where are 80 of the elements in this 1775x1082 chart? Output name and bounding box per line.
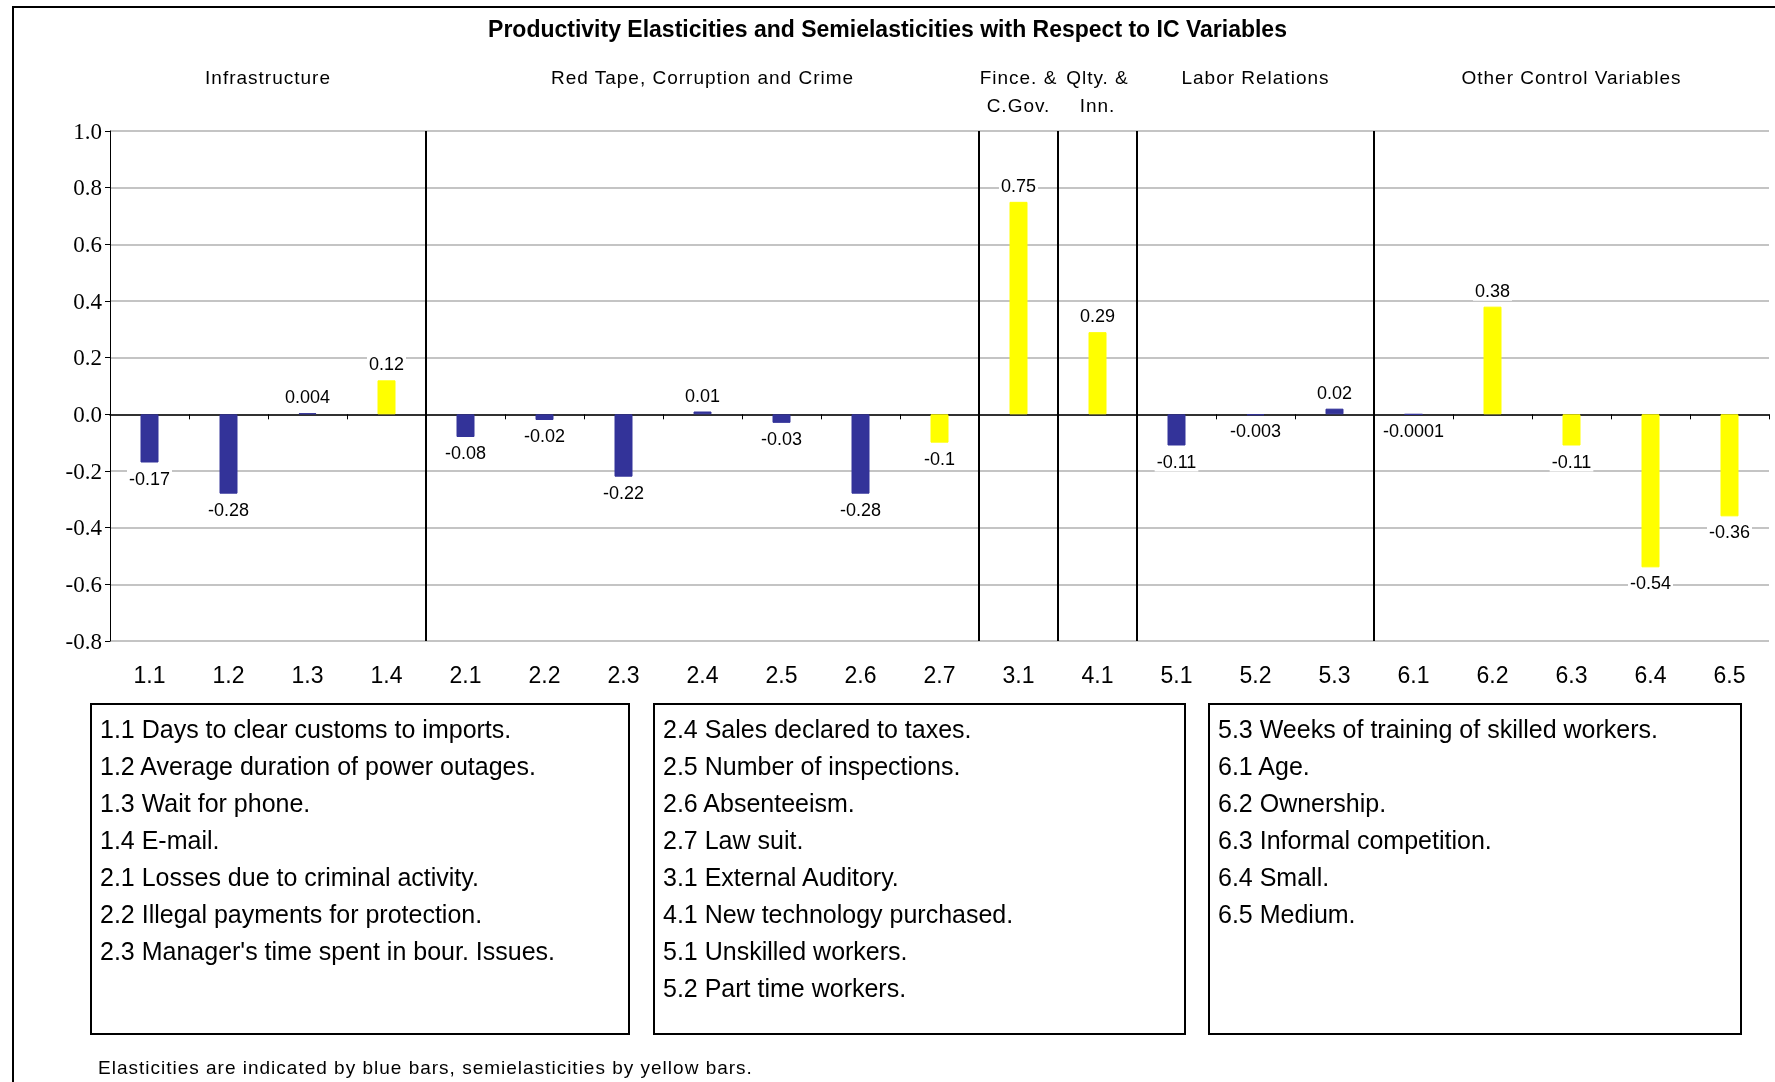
x-tick-label: 6.4 bbox=[1634, 661, 1667, 688]
bar bbox=[535, 414, 554, 420]
data-label: -0.11 bbox=[1156, 451, 1197, 472]
data-label: 0.01 bbox=[684, 385, 721, 406]
x-tick-label: 2.6 bbox=[844, 661, 877, 688]
bar bbox=[772, 414, 791, 423]
data-label: 0.02 bbox=[1316, 382, 1353, 403]
data-label: -0.11 bbox=[1551, 451, 1592, 472]
y-tick-label: -0.2 bbox=[65, 458, 102, 484]
data-label: -0.54 bbox=[1629, 573, 1672, 594]
x-tick-label: 2.1 bbox=[449, 661, 482, 688]
bar bbox=[1088, 332, 1107, 415]
text: Red Tape, Corruption and Crime bbox=[549, 66, 856, 90]
data-label: 0.12 bbox=[368, 354, 405, 375]
y-tick-label: 0.8 bbox=[73, 175, 102, 201]
bar bbox=[140, 414, 159, 463]
x-tick-label: 2.5 bbox=[765, 661, 798, 688]
bar bbox=[1641, 414, 1660, 568]
y-tick-label: 0.0 bbox=[73, 401, 102, 427]
bar bbox=[1325, 408, 1344, 415]
data-label: -0.36 bbox=[1708, 522, 1751, 543]
text: Qlty. & Inn. bbox=[1065, 66, 1130, 118]
text: Other Control Variables bbox=[1460, 66, 1683, 90]
x-tick-label: 5.3 bbox=[1318, 661, 1351, 688]
x-tick-label: 1.3 bbox=[291, 661, 324, 688]
data-label: 0.29 bbox=[1079, 306, 1116, 327]
data-label: -0.0001 bbox=[1382, 420, 1445, 441]
x-tick-label: 2.2 bbox=[528, 661, 561, 688]
y-tick-label: 0.6 bbox=[73, 231, 102, 257]
x-tick-label: 1.4 bbox=[370, 661, 403, 688]
chart-title: Productivity Elasticities and Semielasticities with Respect to IC Variables bbox=[488, 15, 1287, 42]
x-tick-label: 3.1 bbox=[1002, 661, 1035, 688]
bar bbox=[377, 380, 396, 415]
data-label: -0.22 bbox=[602, 482, 645, 503]
x-tick-label: 2.3 bbox=[607, 661, 640, 688]
data-label: -0.003 bbox=[1229, 421, 1282, 442]
data-label: -0.02 bbox=[523, 426, 566, 446]
bar bbox=[1720, 414, 1739, 517]
data-label: -0.28 bbox=[839, 499, 882, 520]
data-label: -0.03 bbox=[760, 428, 803, 449]
bar bbox=[456, 414, 475, 437]
bar bbox=[1167, 414, 1186, 446]
y-tick-label: -0.8 bbox=[65, 628, 102, 654]
data-label: -0.08 bbox=[444, 443, 487, 463]
data-label: -0.28 bbox=[207, 499, 250, 520]
bar bbox=[930, 414, 949, 443]
y-tick-label: -0.6 bbox=[65, 571, 102, 597]
text: Elasticities are indicated by blue bars, semielasticities by yellow bars. bbox=[98, 1057, 753, 1079]
y-tick-label: 1.0 bbox=[73, 118, 102, 144]
x-tick-label: 6.1 bbox=[1397, 661, 1430, 688]
x-tick-label: 2.7 bbox=[923, 661, 956, 688]
x-tick-label: 1.1 bbox=[133, 661, 166, 688]
x-tick-label: 5.2 bbox=[1239, 661, 1272, 688]
bar bbox=[1009, 201, 1028, 415]
x-tick-label: 6.3 bbox=[1555, 661, 1588, 688]
data-label: 0.004 bbox=[284, 387, 331, 408]
y-tick-label: 0.4 bbox=[73, 288, 103, 314]
x-tick-label: 2.4 bbox=[686, 661, 719, 688]
text: 2.4 Sales declared to taxes. 2.5 Number of inspections. 2.6 Absenteeism. 2.7 Law suit. 3.1 External Auditory. 4.1 New technology purchased. 5.1 Unskilled workers. 5.2 Part time workers. bbox=[653, 703, 1186, 1035]
x-tick-label: 6.2 bbox=[1476, 661, 1509, 688]
text: 5.3 Weeks of training of skilled workers. 6.1 Age. 6.2 Ownership. 6.3 Informal competition. 6.4 Small. 6.5 Medium. bbox=[1208, 703, 1742, 1035]
text: Fince. & C.Gov. bbox=[979, 66, 1058, 118]
bar bbox=[851, 414, 870, 494]
text: 1.1 Days to clear customs to imports. 1.2 Average duration of power outages. 1.3 Wait for phone. 1.4 E-mail. 2.1 Losses due to criminal activity. 2.2 Illegal payments for protection. 2.3 Manager's time spent in bour. Issues. bbox=[90, 703, 630, 1035]
data-label: -0.17 bbox=[128, 468, 171, 489]
text: Labor Relations bbox=[1180, 66, 1331, 90]
data-label: 0.38 bbox=[1474, 280, 1511, 301]
y-tick-label: 0.2 bbox=[73, 345, 102, 371]
bar bbox=[1483, 306, 1502, 415]
x-tick-label: 6.5 bbox=[1713, 661, 1746, 688]
y-tick-label: -0.4 bbox=[65, 515, 103, 541]
text: Infrastructure bbox=[204, 66, 332, 90]
bar bbox=[1562, 414, 1581, 446]
x-tick-label: 1.2 bbox=[212, 661, 245, 688]
bar bbox=[614, 414, 633, 477]
data-label: -0.1 bbox=[923, 448, 956, 469]
data-label: 0.75 bbox=[1000, 175, 1037, 196]
bar bbox=[219, 414, 238, 494]
x-tick-label: 5.1 bbox=[1160, 661, 1193, 688]
x-tick-label: 4.1 bbox=[1081, 661, 1114, 688]
